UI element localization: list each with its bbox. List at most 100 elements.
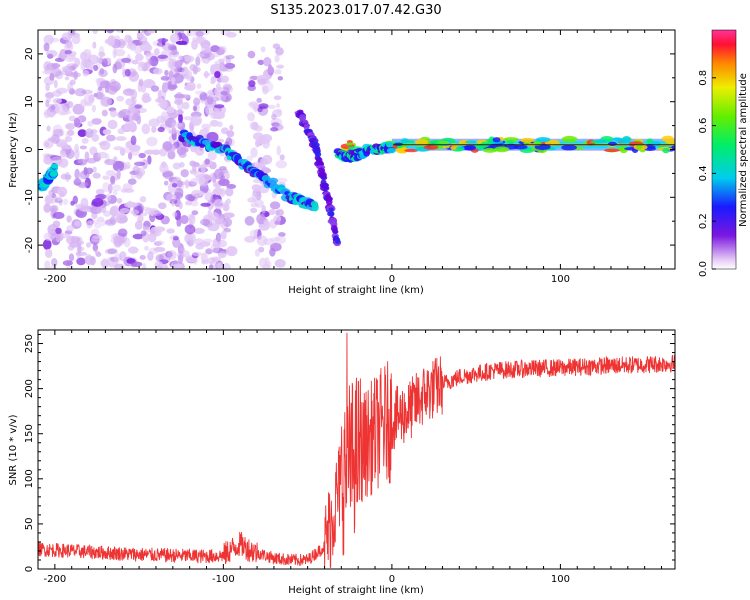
spectral-blob	[249, 229, 258, 239]
spectral-blob	[195, 30, 204, 37]
spectral-blob	[274, 54, 280, 63]
spectral-blob	[604, 148, 620, 153]
spectral-blob	[192, 105, 198, 112]
spectral-blob	[246, 155, 253, 162]
snr-ytick-label: 250	[24, 334, 35, 353]
spectral-blob	[247, 50, 256, 59]
spectral-blob	[91, 118, 102, 125]
snr-ytick-label: 200	[24, 379, 35, 398]
spectral-blob	[188, 214, 196, 225]
spectral-blob	[261, 205, 266, 214]
spectral-blob	[162, 171, 173, 178]
spectral-blob	[65, 174, 72, 180]
spectral-blob	[77, 129, 87, 137]
spectral-blob	[116, 197, 123, 204]
spectral-blob	[191, 39, 198, 50]
spectral-blob	[49, 72, 55, 81]
spectral-blob	[66, 129, 75, 136]
spectral-blob	[171, 122, 183, 128]
spectral-blob	[210, 211, 220, 222]
spectral-blob	[125, 201, 138, 208]
spectral-blob	[55, 227, 62, 235]
spectral-blob	[55, 103, 66, 108]
spectral-blob	[221, 94, 227, 102]
spectral-blob	[662, 147, 670, 154]
spectral-blob	[249, 121, 258, 130]
spectral-blob	[214, 218, 227, 228]
spectral-blob	[95, 91, 104, 100]
spectral-blob	[105, 169, 116, 177]
spectral-blob	[198, 191, 205, 196]
spectral-blob	[82, 69, 90, 77]
spectral-blob	[178, 55, 183, 61]
snr-xtick-label: 100	[551, 574, 570, 585]
spectral-blob	[90, 235, 103, 242]
snr-frame	[37, 329, 676, 570]
spectral-blob	[267, 63, 273, 74]
spectral-blob	[250, 147, 258, 158]
spectral-blob	[130, 261, 143, 267]
spectral-blob	[271, 113, 277, 120]
spectral-blob	[52, 97, 62, 104]
spectral-blob	[196, 83, 202, 90]
spectral-blob	[109, 205, 119, 217]
spectral-blob	[99, 260, 108, 266]
spectral-blob	[64, 136, 73, 143]
spectral-blob	[226, 130, 235, 138]
spectral-blob	[215, 232, 222, 243]
spectral-blob	[178, 113, 183, 124]
spectral-blob	[254, 139, 260, 148]
spectral-blob	[140, 84, 147, 93]
spectral-blob	[257, 59, 265, 66]
spectral-blob	[404, 148, 419, 153]
spectral-blob	[267, 104, 276, 110]
spectral-blob	[210, 75, 217, 83]
spectral-blob	[51, 63, 61, 69]
snr-axes: -200 -100 0 100 0 50 100 150 200 250	[24, 330, 675, 585]
spectral-blob	[84, 52, 91, 61]
spectral-blob	[175, 109, 185, 115]
spectral-blob	[85, 128, 94, 139]
spectral-blob	[74, 148, 80, 160]
spectral-blob	[126, 88, 133, 93]
spectral-blob	[113, 204, 119, 212]
spectral-blob	[213, 111, 225, 120]
spectral-blob	[201, 44, 211, 54]
spectral-blob	[213, 187, 224, 196]
spectral-blob	[117, 228, 128, 238]
spectral-blob	[198, 241, 211, 247]
spectral-blob	[174, 187, 184, 198]
spectral-blob	[159, 148, 167, 157]
spectral-blob	[149, 211, 155, 217]
spectral-blob	[213, 257, 219, 263]
spectral-blob	[66, 236, 78, 245]
spectral-blob	[144, 245, 149, 251]
spectral-blob	[252, 178, 262, 184]
spectral-blob	[180, 215, 189, 225]
spectral-blob	[141, 93, 150, 104]
spectral-blob	[174, 59, 183, 69]
spectral-blob	[217, 235, 222, 246]
spectral-blob	[199, 91, 208, 102]
spectral-blob	[78, 173, 86, 180]
spectral-blob	[176, 219, 182, 227]
spectral-blob	[260, 46, 266, 53]
spectral-blob	[113, 61, 122, 70]
spectral-blob	[141, 30, 147, 34]
spectrogram-ytick-label: 0	[24, 146, 35, 152]
spectral-blob	[218, 166, 227, 171]
spectral-blob	[464, 144, 476, 151]
spectral-blob	[164, 69, 169, 76]
spectral-blob	[68, 115, 76, 122]
spectral-blob	[172, 263, 181, 269]
spectral-blob	[180, 169, 189, 178]
spectral-blob	[140, 230, 147, 237]
spectral-blob	[269, 201, 281, 210]
spectral-blob	[142, 225, 150, 230]
spectral-blob	[49, 265, 57, 269]
colorbar-tick-label: 0.2	[698, 213, 709, 229]
spectral-blob	[78, 204, 90, 212]
spectral-blob	[318, 167, 325, 173]
spectral-blob	[561, 135, 578, 143]
